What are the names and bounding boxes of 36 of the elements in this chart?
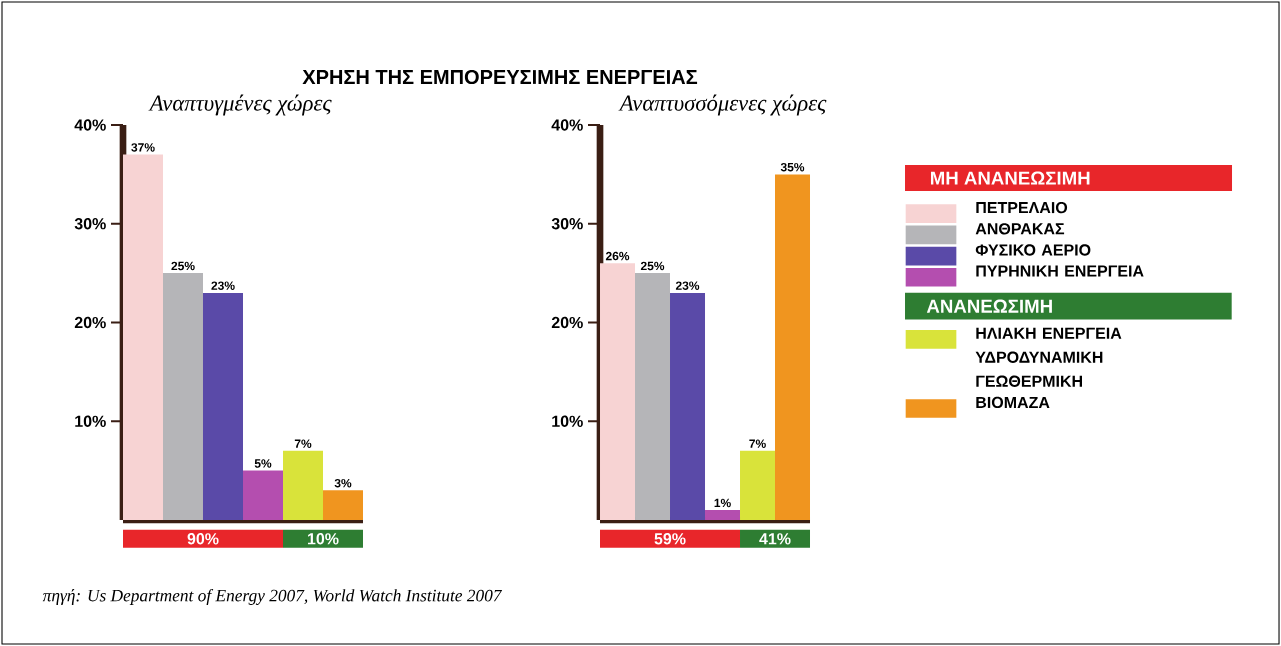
data-label: 7% <box>294 439 312 448</box>
y-tick-label: 40% <box>74 119 106 131</box>
text: ΑΝΑΝΕΩΣΙΜΗ <box>926 299 1052 313</box>
legend-label: ΑΝΘΡΑΚΑΣ <box>975 223 1065 235</box>
y-tick-label: 30% <box>551 218 583 230</box>
y-tick-label: 10% <box>75 415 106 427</box>
text: ΜΗ ΑΝΑΝΕΩΣΙΜΗ <box>930 171 1090 185</box>
y-tick-label: 40% <box>551 119 583 131</box>
data-label: 3% <box>334 478 352 488</box>
legend-label: ΠΥΡΗΝΙΚΗ ΕΝΕΡΓΕΙΑ <box>976 265 1144 277</box>
y-tick-label: 20% <box>74 316 106 329</box>
chart-subtitle: Αναπτυσσόμενες χώρες <box>618 94 827 116</box>
data-label: 35% <box>780 162 805 172</box>
data-label: 37% <box>131 143 155 152</box>
legend-label: ΠΕΤΡΕΛΑΙΟ <box>976 201 1068 214</box>
y-tick-label: 30% <box>74 218 106 230</box>
y-tick-label: 10% <box>552 415 583 427</box>
text: 90% <box>187 533 219 545</box>
legend-label: ΒΙΟΜΑΖΑ <box>976 396 1050 409</box>
data-label: 5% <box>254 459 272 468</box>
data-label: 25% <box>171 261 195 271</box>
text: 41% <box>759 533 791 545</box>
data-label: 23% <box>675 281 700 290</box>
data-label: 25% <box>640 261 665 271</box>
text: πηγή: Us Department of Energy 2007, World Watch Institute 2007 <box>42 589 503 605</box>
legend-label: ΗΛΙΑΚΗ ΕΝΕΡΓΕΙΑ ΥΔΡΟΔΥΝΑΜΙΚΗ ΓΕΩΘΕΡΜΙΚΗ <box>975 327 1122 387</box>
y-tick-label: 20% <box>551 316 583 329</box>
text: ΧΡΗΣΗ ΤΗΣ ΕΜΠΟΡΕΥΣΙΜΗΣ ΕΝΕΡΓΕΙΑΣ <box>302 69 698 85</box>
text: 59% <box>654 533 686 545</box>
data-label: 23% <box>211 281 235 290</box>
data-label: 7% <box>749 439 766 448</box>
chart-subtitle: Αναπτυγμένες χώρες <box>148 94 332 116</box>
legend-label: ΦΥΣΙΚΟ ΑΕΡΙΟ <box>975 244 1091 256</box>
data-label: 1% <box>714 498 731 508</box>
text: 10% <box>307 533 339 545</box>
data-label: 26% <box>605 251 630 261</box>
